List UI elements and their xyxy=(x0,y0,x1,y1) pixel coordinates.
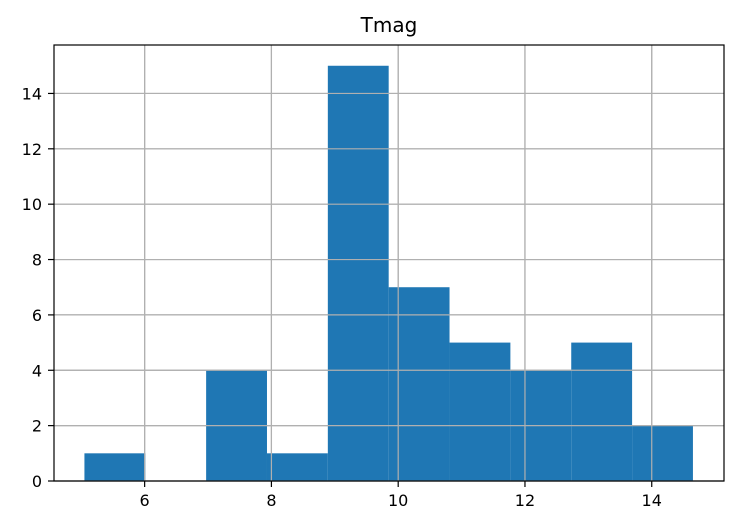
y-tick-label: 4 xyxy=(32,361,42,380)
histogram-bar xyxy=(388,287,450,481)
histogram-bar xyxy=(449,342,511,481)
grid-front-layer xyxy=(54,45,724,482)
x-tick-label: 12 xyxy=(515,491,535,510)
x-tick-label: 14 xyxy=(642,491,662,510)
x-tick-label: 8 xyxy=(266,491,276,510)
y-axis-ticks: 0 2 4 6 8 10 12 14 xyxy=(22,84,54,491)
histogram-bar xyxy=(327,65,389,481)
histogram-bar xyxy=(84,453,146,481)
y-tick-label: 12 xyxy=(22,140,42,159)
histogram-bar xyxy=(571,342,633,481)
x-tick-label: 10 xyxy=(388,491,408,510)
x-tick-label: 6 xyxy=(140,491,150,510)
y-tick-label: 6 xyxy=(32,306,42,325)
x-axis-ticks: 6 8 10 12 14 xyxy=(140,481,662,510)
y-tick-label: 0 xyxy=(32,472,42,491)
chart-title: Tmag xyxy=(360,13,418,37)
plot-frame xyxy=(53,44,725,482)
y-tick-label: 10 xyxy=(22,195,42,214)
bars-layer xyxy=(84,65,693,481)
histogram-bar xyxy=(632,425,693,481)
y-tick-label: 8 xyxy=(32,251,42,270)
y-tick-label: 14 xyxy=(22,84,42,103)
y-tick-label: 2 xyxy=(32,417,42,436)
histogram-bar xyxy=(266,453,328,481)
